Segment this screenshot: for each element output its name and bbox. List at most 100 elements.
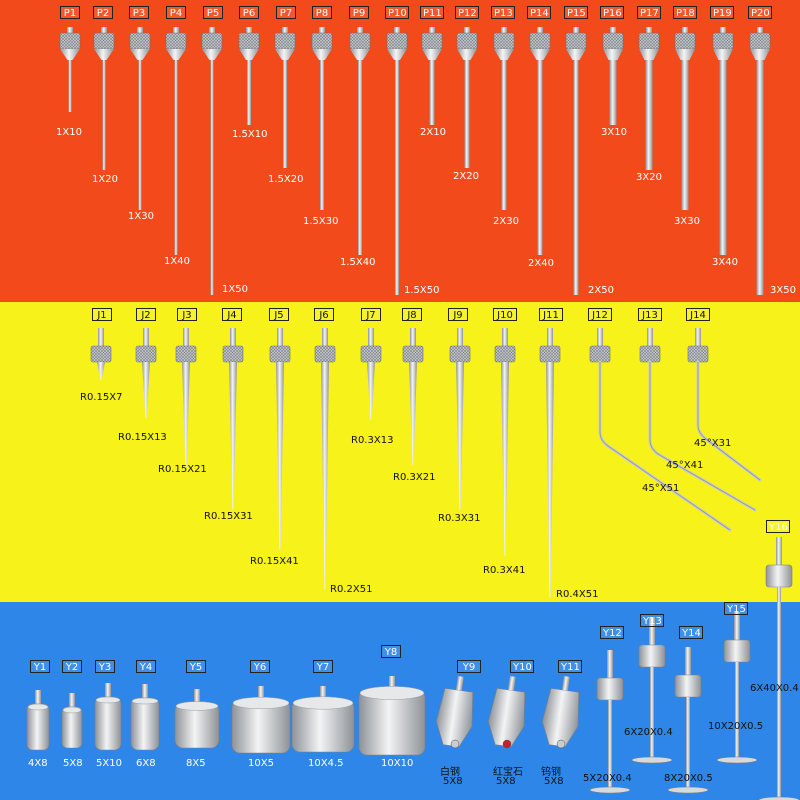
label-y14: 8X20X0.5 <box>664 773 713 784</box>
label-p10: 1.5X50 <box>404 285 440 296</box>
label-y9-a: 白钢 <box>440 767 460 778</box>
cylinder-y3 <box>94 696 122 751</box>
thread-p4 <box>173 27 179 33</box>
needle-j7 <box>367 362 375 420</box>
thread-p18 <box>682 27 688 33</box>
needle-j6 <box>321 362 329 590</box>
knurled-head-j13 <box>639 345 661 363</box>
tag-p8: P8 <box>312 6 332 19</box>
pin-p5 <box>210 60 214 295</box>
label-p5: 1X50 <box>222 284 248 295</box>
collar-p2 <box>94 49 114 60</box>
ball-y9 <box>450 739 460 749</box>
collar-p17 <box>639 49 659 60</box>
label-p15: 2X50 <box>588 285 614 296</box>
tag-p15: P15 <box>564 6 588 19</box>
tag-y3: Y3 <box>95 660 115 673</box>
label-y10-b: 5X8 <box>496 776 516 787</box>
ball-y11 <box>556 739 566 749</box>
pin-p20 <box>756 60 764 295</box>
stud-y2 <box>69 693 75 707</box>
label-j9: R0.3X31 <box>438 513 481 524</box>
tag-y11: Y11 <box>558 660 582 673</box>
tag-j5: J5 <box>269 308 289 321</box>
needle-j11 <box>546 362 554 598</box>
label-y4: 6X8 <box>136 758 156 769</box>
hub-y14 <box>674 674 702 698</box>
tag-p10: P10 <box>385 6 409 19</box>
knurled-head-j6 <box>314 345 336 363</box>
hub-y12 <box>596 677 624 701</box>
label-y6: 10X5 <box>248 758 274 769</box>
thread-p19 <box>720 27 726 33</box>
pin-p4 <box>174 60 178 255</box>
thread-p7 <box>282 27 288 33</box>
label-p14: 2X40 <box>528 258 554 269</box>
tag-j3: J3 <box>177 308 197 321</box>
stud-y15 <box>734 612 740 640</box>
label-y11-b: 5X8 <box>544 776 564 787</box>
knurled-head-j1 <box>90 345 112 363</box>
tag-j6: J6 <box>314 308 334 321</box>
tag-y1: Y1 <box>30 660 50 673</box>
tag-p14: P14 <box>527 6 551 19</box>
hub-y15 <box>723 639 751 663</box>
needle-j1 <box>97 362 105 380</box>
pin-p3 <box>138 60 142 210</box>
needle-j10 <box>501 362 509 556</box>
tag-y7: Y7 <box>313 660 333 673</box>
knurled-head-p13 <box>493 32 515 50</box>
label-y7: 10X4.5 <box>308 758 344 769</box>
label-j2: R0.15X13 <box>118 432 167 443</box>
thread-j6 <box>322 328 328 346</box>
pin-p7 <box>283 60 287 168</box>
knurled-head-j10 <box>494 345 516 363</box>
knurled-head-j5 <box>269 345 291 363</box>
thread-j7 <box>368 328 374 346</box>
bent-needle-j14 <box>696 360 762 482</box>
tag-p4: P4 <box>166 6 186 19</box>
knurled-head-j9 <box>449 345 471 363</box>
stem-y14 <box>686 697 690 788</box>
thread-p1 <box>67 27 73 33</box>
label-j10: R0.3X41 <box>483 565 526 576</box>
knurled-head-p11 <box>421 32 443 50</box>
tag-y16: Y16 <box>766 520 790 533</box>
thread-p2 <box>101 27 107 33</box>
label-p11: 2X10 <box>420 127 446 138</box>
thread-j5 <box>277 328 283 346</box>
collar-p11 <box>422 49 442 60</box>
label-p3: 1X30 <box>128 211 154 222</box>
knurled-head-j8 <box>402 345 424 363</box>
knurled-head-p18 <box>674 32 696 50</box>
thread-j4 <box>230 328 236 346</box>
thread-j12 <box>597 328 603 346</box>
thread-p13 <box>501 27 507 33</box>
tag-j1: J1 <box>92 308 112 321</box>
knurled-head-p16 <box>602 32 624 50</box>
tag-y9: Y9 <box>457 660 481 673</box>
needle-j9 <box>456 362 464 510</box>
tag-p17: P17 <box>637 6 661 19</box>
knurled-head-p3 <box>129 32 151 50</box>
thread-j13 <box>647 328 653 346</box>
tag-y5: Y5 <box>186 660 206 673</box>
knurled-head-j11 <box>539 345 561 363</box>
stud-y13 <box>649 617 655 645</box>
label-y9-b: 5X8 <box>443 776 463 787</box>
tag-j4: J4 <box>222 308 242 321</box>
disc-y12 <box>589 786 631 794</box>
tag-y8: Y8 <box>381 645 401 658</box>
tag-p16: P16 <box>600 6 624 19</box>
tag-y14: Y14 <box>679 626 703 639</box>
tag-y2: Y2 <box>62 660 82 673</box>
collar-p10 <box>387 49 407 60</box>
disc-y14 <box>667 786 709 794</box>
thread-p14 <box>537 27 543 33</box>
pin-p18 <box>681 60 689 210</box>
cylinder-y1 <box>26 703 50 751</box>
needle-j2 <box>142 362 150 418</box>
pin-p8 <box>320 60 324 210</box>
label-y10-a: 红宝石 <box>493 767 523 778</box>
